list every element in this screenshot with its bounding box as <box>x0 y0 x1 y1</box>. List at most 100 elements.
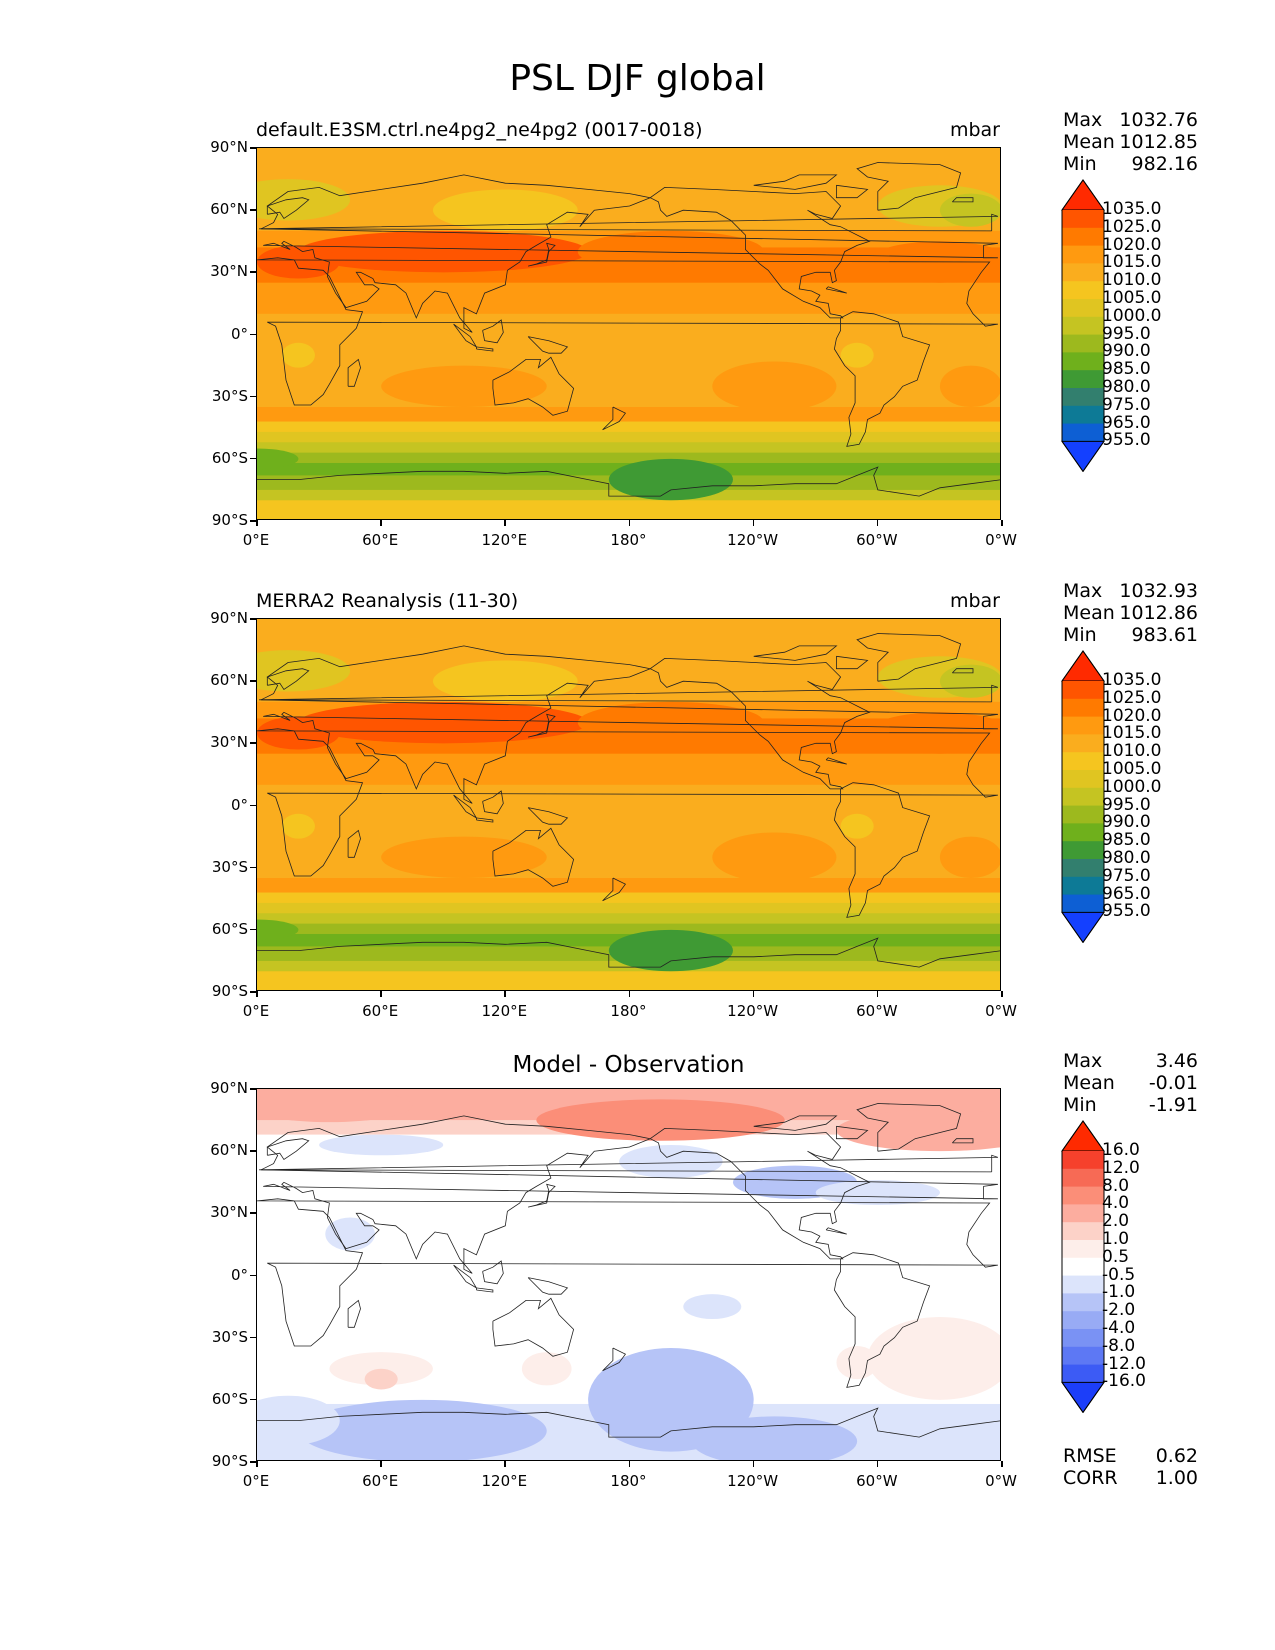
colorbar-segment <box>1062 787 1104 806</box>
colorbar-tick-label: 955.0 <box>1102 901 1151 922</box>
stat-label: Max <box>1063 109 1103 131</box>
x-tick-label: 0°E <box>242 1002 270 1020</box>
colorbar <box>1061 1120 1105 1417</box>
colorbar-tick-label: 1035.0 <box>1102 199 1162 219</box>
colorbar-segment <box>1062 841 1104 860</box>
x-tick <box>628 1461 630 1467</box>
x-tick-label: 180° <box>610 1472 647 1490</box>
colorbar-segment <box>1062 1275 1104 1294</box>
x-tick <box>504 991 506 997</box>
stat-label: Min <box>1063 1094 1097 1116</box>
x-tick-label: 60°W <box>856 1002 898 1020</box>
stat-label: Min <box>1063 624 1097 646</box>
panel-test: default.E3SM.ctrl.ne4pg2_ne4pg2 (0017-00… <box>0 109 1275 589</box>
figure-title: PSL DJF global <box>509 58 766 99</box>
x-tick <box>876 520 879 526</box>
colorbar-segment <box>1062 334 1104 353</box>
x-tick <box>876 991 879 997</box>
y-tick <box>250 147 256 149</box>
x-tick <box>752 520 755 526</box>
x-tick-label: 60°W <box>856 1472 898 1490</box>
x-tick <box>628 991 630 997</box>
colorbar-segment <box>1062 1364 1104 1383</box>
y-tick <box>250 271 256 273</box>
x-tick <box>1001 520 1003 526</box>
panel-title-center: Model - Observation <box>512 1052 745 1078</box>
colorbar-extend-bottom <box>1061 440 1105 473</box>
x-tick-label: 180° <box>610 531 647 549</box>
y-tick-label: 60°S <box>211 919 248 938</box>
colorbar-tick-label: 1035.0 <box>1102 670 1162 690</box>
x-tick-label: 60°E <box>362 531 399 549</box>
colorbar-tick-label: 965.0 <box>1102 883 1151 904</box>
metric-label: CORR <box>1063 1467 1118 1489</box>
colorbar-tick-label: -12.0 <box>1102 1353 1146 1374</box>
colorbar-segment <box>1062 423 1104 442</box>
colorbar <box>1061 650 1105 947</box>
colorbar-segment <box>1062 1239 1104 1259</box>
x-tick-label: 120°E <box>481 1472 528 1490</box>
field-contours <box>257 1089 1000 1460</box>
colorbar-tick-label: 985.0 <box>1102 830 1151 851</box>
colorbar-segment <box>1062 281 1104 300</box>
colorbar-segment <box>1062 227 1104 246</box>
stat-value: 983.61 <box>1131 624 1198 646</box>
x-tick <box>752 1461 755 1467</box>
y-tick-label: 60°S <box>211 448 248 467</box>
coastlines <box>257 162 1000 497</box>
panel-units: mbar <box>949 590 1000 612</box>
x-tick <box>1001 1461 1003 1467</box>
error-metrics: RMSE 0.62 CORR 1.00 <box>1063 1445 1198 1489</box>
colorbar-segment <box>1062 1257 1104 1276</box>
colorbar-tick-label: 980.0 <box>1102 377 1151 397</box>
x-tick-label: 60°E <box>362 1472 399 1490</box>
y-tick <box>250 804 256 806</box>
x-tick-label: 60°W <box>856 531 898 549</box>
colorbar-segment <box>1062 298 1104 318</box>
metric-corr: CORR 1.00 <box>1063 1467 1198 1489</box>
colorbar-tick-label: -16.0 <box>1102 1371 1146 1392</box>
colorbar-segment <box>1062 263 1104 282</box>
colorbar-segment <box>1062 370 1104 389</box>
colorbar-segment <box>1062 1222 1104 1241</box>
y-tick-label: 90°N <box>210 138 248 156</box>
colorbar-tick-label: 975.0 <box>1102 865 1151 886</box>
stat-label: Max <box>1063 580 1103 602</box>
metric-rmse: RMSE 0.62 <box>1063 1445 1198 1467</box>
y-tick <box>250 866 256 869</box>
y-tick <box>250 333 256 335</box>
y-tick-label: 60°N <box>210 200 248 219</box>
colorbar-segment <box>1062 769 1104 789</box>
y-tick-label: 60°N <box>210 1141 248 1160</box>
colorbar-segment <box>1062 352 1104 371</box>
y-tick-label: 0° <box>230 1265 248 1284</box>
stat-max: Max 3.46 <box>1063 1050 1198 1072</box>
colorbar-tick-label: 2.0 <box>1102 1211 1130 1232</box>
x-tick <box>752 991 755 997</box>
colorbar-tick-label: 4.0 <box>1102 1193 1130 1214</box>
colorbar-segment <box>1062 245 1104 264</box>
panel-difference: Model - Observation Max 3.46 Mean -0.01 Min -… <box>0 1050 1275 1530</box>
y-tick <box>250 991 256 993</box>
colorbar-tick-label: 1020.0 <box>1102 234 1162 255</box>
metric-label: RMSE <box>1063 1445 1117 1467</box>
x-tick-label: 60°E <box>362 1002 399 1020</box>
y-tick <box>250 618 256 620</box>
colorbar-tick-label: 990.0 <box>1102 341 1151 362</box>
colorbar-tick-label: 1005.0 <box>1102 288 1162 308</box>
stat-value: -1.91 <box>1148 1094 1198 1116</box>
x-tick <box>380 991 382 997</box>
colorbar-tick-label: 1000.0 <box>1102 305 1162 326</box>
y-tick-label: 0° <box>230 324 248 343</box>
y-tick-label: 30°N <box>210 1203 248 1222</box>
colorbar-extend-bottom <box>1061 911 1105 944</box>
panel-reference: MERRA2 Reanalysis (11-30) mbar Max 1032.9… <box>0 580 1275 1060</box>
stat-value: 1012.86 <box>1119 602 1198 624</box>
y-tick <box>250 1274 256 1276</box>
colorbar-tick-label: 0.5 <box>1102 1246 1130 1267</box>
colorbar-segment <box>1062 734 1104 753</box>
colorbar-segment <box>1062 1168 1104 1187</box>
x-tick <box>628 520 630 526</box>
stat-min: Min 982.16 <box>1063 153 1198 175</box>
